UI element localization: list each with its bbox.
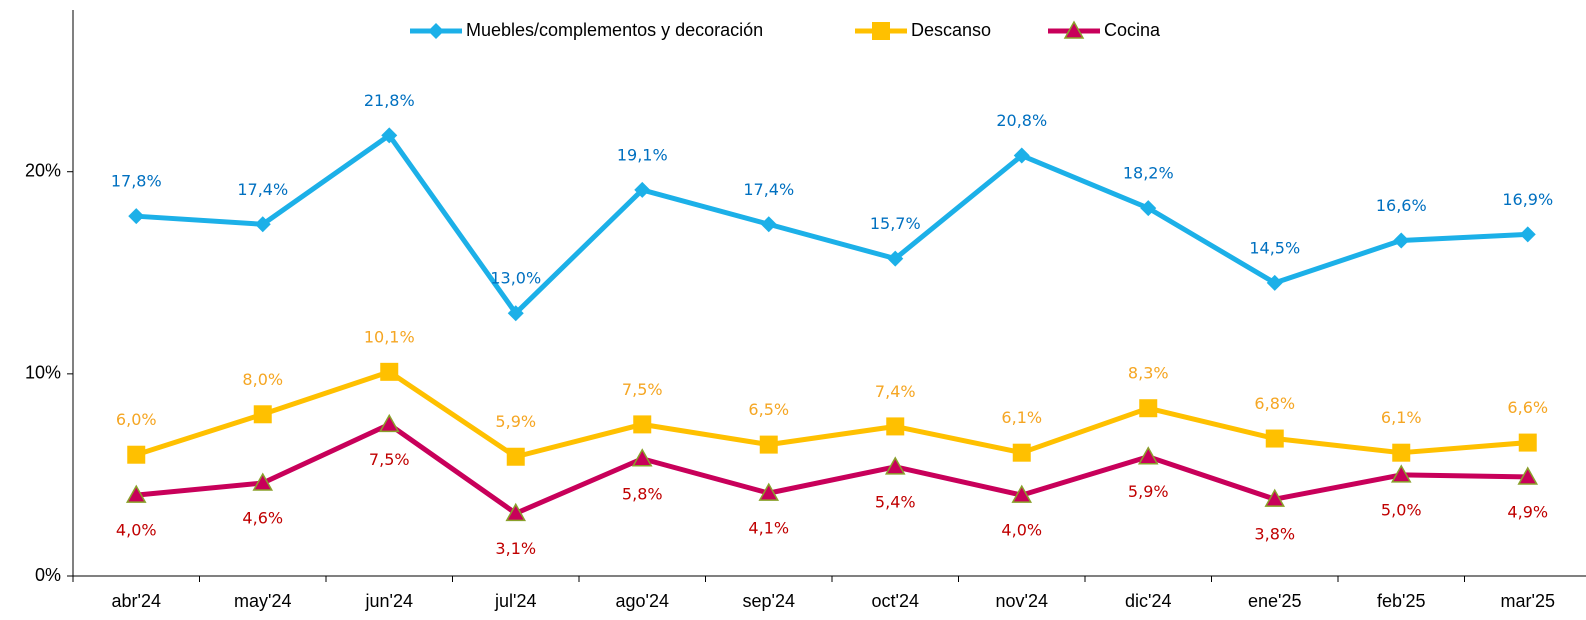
data-point — [1393, 232, 1410, 249]
data-label: 6,1% — [1001, 408, 1042, 427]
data-point — [1137, 446, 1159, 465]
x-tick-label: mar'25 — [1501, 591, 1555, 611]
data-point — [507, 305, 524, 322]
data-label: 20,8% — [996, 111, 1047, 130]
data-label: 8,3% — [1128, 364, 1169, 383]
y-tick-label: 10% — [25, 363, 61, 383]
data-point — [1011, 484, 1033, 503]
data-point — [1518, 433, 1537, 452]
data-label: 13,0% — [490, 269, 541, 288]
data-label: 10,1% — [364, 327, 415, 346]
x-tick-label: may'24 — [234, 591, 291, 611]
legend-marker — [1063, 20, 1085, 39]
data-label: 7,5% — [369, 450, 410, 469]
data-label: 5,9% — [495, 412, 536, 431]
data-point — [1517, 466, 1539, 485]
data-label: 18,2% — [1123, 164, 1174, 183]
data-point — [884, 456, 906, 475]
x-tick-label: nov'24 — [996, 591, 1048, 611]
legend-marker — [872, 22, 890, 40]
x-tick-label: oct'24 — [872, 591, 919, 611]
data-label: 16,6% — [1376, 196, 1427, 215]
data-point — [634, 181, 651, 198]
x-tick-label: ago'24 — [616, 591, 670, 611]
legend-label: Muebles/complementos y decoración — [466, 20, 763, 40]
data-label: 7,5% — [622, 380, 663, 399]
data-label: 5,9% — [1128, 482, 1169, 501]
data-label: 4,0% — [1001, 521, 1042, 540]
data-point — [1392, 443, 1411, 462]
y-tick-label: 0% — [35, 565, 61, 585]
data-label: 17,4% — [237, 180, 288, 199]
data-point — [506, 447, 525, 466]
data-label: 8,0% — [242, 370, 283, 389]
data-point — [1139, 399, 1158, 418]
x-tick-label: jun'24 — [365, 591, 413, 611]
data-label: 6,0% — [116, 410, 157, 429]
data-label: 3,1% — [495, 539, 536, 558]
data-point — [128, 208, 145, 225]
legend-marker — [428, 23, 444, 39]
data-point — [253, 405, 272, 424]
data-point — [886, 417, 905, 436]
data-point — [252, 472, 274, 491]
x-tick-label: ene'25 — [1248, 591, 1302, 611]
data-label: 17,4% — [743, 180, 794, 199]
data-point — [378, 413, 400, 433]
series-line — [136, 132, 1528, 316]
data-label: 3,8% — [1254, 525, 1295, 544]
data-label: 5,8% — [622, 484, 663, 503]
data-label: 16,9% — [1502, 190, 1553, 209]
data-point — [380, 362, 399, 381]
x-tick-label: dic'24 — [1125, 591, 1171, 611]
x-tick-label: sep'24 — [743, 591, 795, 611]
data-label: 4,6% — [242, 509, 283, 528]
series-line — [136, 421, 1528, 516]
data-point — [1140, 200, 1157, 217]
data-point — [631, 448, 653, 467]
data-label: 5,4% — [875, 492, 916, 511]
data-point — [1013, 147, 1030, 164]
data-point — [760, 216, 777, 233]
data-point — [1266, 274, 1283, 291]
data-point — [1012, 443, 1031, 462]
data-point — [1265, 429, 1284, 448]
data-point — [505, 502, 527, 522]
data-label: 6,5% — [748, 400, 789, 419]
data-point — [1264, 488, 1286, 507]
data-point — [1390, 464, 1412, 483]
series-line — [135, 369, 1528, 460]
data-point — [381, 127, 398, 144]
data-label: 4,9% — [1507, 502, 1548, 521]
data-point — [758, 482, 780, 501]
x-tick-label: jul'24 — [494, 591, 536, 611]
data-label: 21,8% — [364, 91, 415, 110]
data-point — [759, 435, 778, 454]
data-label: 15,7% — [870, 214, 921, 233]
data-label: 19,1% — [617, 145, 668, 164]
data-label: 4,1% — [748, 519, 789, 538]
data-label: 4,0% — [116, 521, 157, 540]
data-label: 14,5% — [1249, 238, 1300, 257]
legend-label: Descanso — [911, 20, 991, 40]
data-label: 6,6% — [1507, 398, 1548, 417]
data-point — [1519, 226, 1536, 243]
data-label: 6,8% — [1254, 394, 1295, 413]
data-point — [125, 484, 147, 503]
x-tick-label: feb'25 — [1377, 591, 1425, 611]
data-label: 7,4% — [875, 382, 916, 401]
data-label: 17,8% — [111, 172, 162, 191]
data-point — [127, 445, 146, 464]
y-tick-label: 20% — [25, 160, 61, 180]
data-label: 5,0% — [1381, 500, 1422, 519]
data-point — [633, 415, 652, 434]
data-point — [887, 250, 904, 267]
x-tick-label: abr'24 — [112, 591, 161, 611]
data-point — [254, 216, 271, 233]
data-label: 6,1% — [1381, 408, 1422, 427]
legend-label: Cocina — [1104, 20, 1161, 40]
